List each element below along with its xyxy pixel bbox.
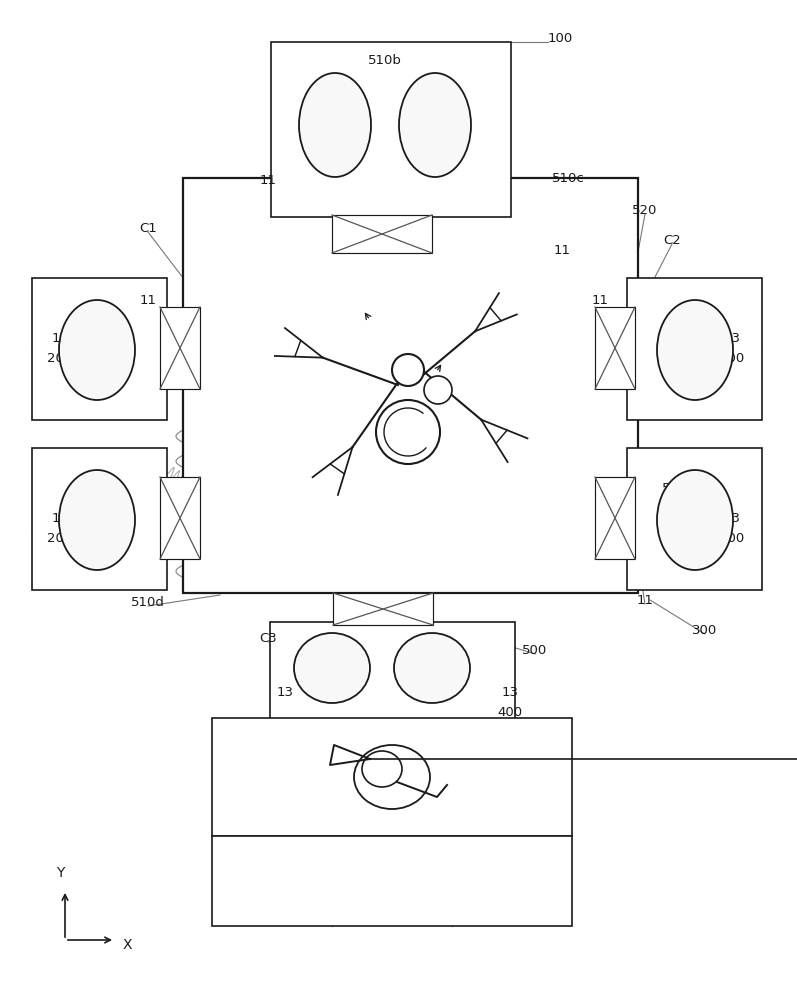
Bar [212, 836, 572, 926]
Bar [595, 477, 635, 559]
Ellipse shape [657, 300, 733, 400]
Bar [595, 307, 635, 389]
Text: 200: 200 [47, 352, 73, 364]
Text: 200: 200 [47, 532, 73, 544]
Text: 530: 530 [662, 482, 688, 494]
Text: 510b: 510b [368, 53, 402, 66]
Bar [271, 42, 511, 217]
Text: C2: C2 [663, 233, 681, 246]
Text: 13: 13 [724, 512, 740, 524]
Ellipse shape [399, 73, 471, 177]
Text: 13: 13 [52, 332, 69, 344]
Bar [212, 718, 572, 836]
Text: 13: 13 [423, 102, 441, 114]
Bar [270, 622, 515, 720]
Bar [627, 278, 762, 420]
Bar [160, 477, 200, 559]
Text: 13: 13 [52, 512, 69, 524]
Bar [627, 448, 762, 590]
Bar [32, 448, 167, 590]
Text: 510a: 510a [93, 482, 127, 494]
Ellipse shape [362, 751, 402, 787]
Bar [160, 307, 200, 389]
Text: 13: 13 [277, 686, 293, 698]
Bar [32, 278, 167, 420]
Text: C3: C3 [259, 632, 277, 645]
Text: X: X [123, 938, 132, 952]
Ellipse shape [354, 745, 430, 809]
Text: 200: 200 [720, 532, 744, 544]
Text: 200: 200 [720, 352, 744, 364]
Text: 100: 100 [548, 31, 573, 44]
Text: 13: 13 [501, 686, 519, 698]
Text: 500: 500 [522, 644, 548, 656]
Text: 520: 520 [632, 204, 658, 217]
Ellipse shape [294, 633, 370, 703]
Bar [183, 178, 638, 593]
Ellipse shape [392, 354, 424, 386]
Text: 11: 11 [139, 294, 156, 306]
Ellipse shape [59, 470, 135, 570]
Bar [332, 215, 432, 253]
Text: 11: 11 [637, 593, 654, 606]
Text: 400: 400 [497, 706, 523, 718]
Text: 300: 300 [693, 624, 717, 637]
Text: 13: 13 [301, 102, 319, 114]
Text: 510c: 510c [552, 172, 584, 184]
Ellipse shape [59, 300, 135, 400]
Text: C1: C1 [139, 222, 157, 234]
Text: 11: 11 [591, 294, 608, 306]
Text: 11: 11 [553, 243, 571, 256]
Text: 510d: 510d [131, 595, 165, 608]
Ellipse shape [424, 376, 452, 404]
Bar [333, 593, 433, 625]
Ellipse shape [657, 470, 733, 570]
Text: 13: 13 [724, 332, 740, 344]
Text: 11: 11 [260, 174, 277, 186]
Text: Y: Y [56, 866, 65, 880]
Ellipse shape [394, 633, 470, 703]
Ellipse shape [376, 400, 440, 464]
Ellipse shape [299, 73, 371, 177]
